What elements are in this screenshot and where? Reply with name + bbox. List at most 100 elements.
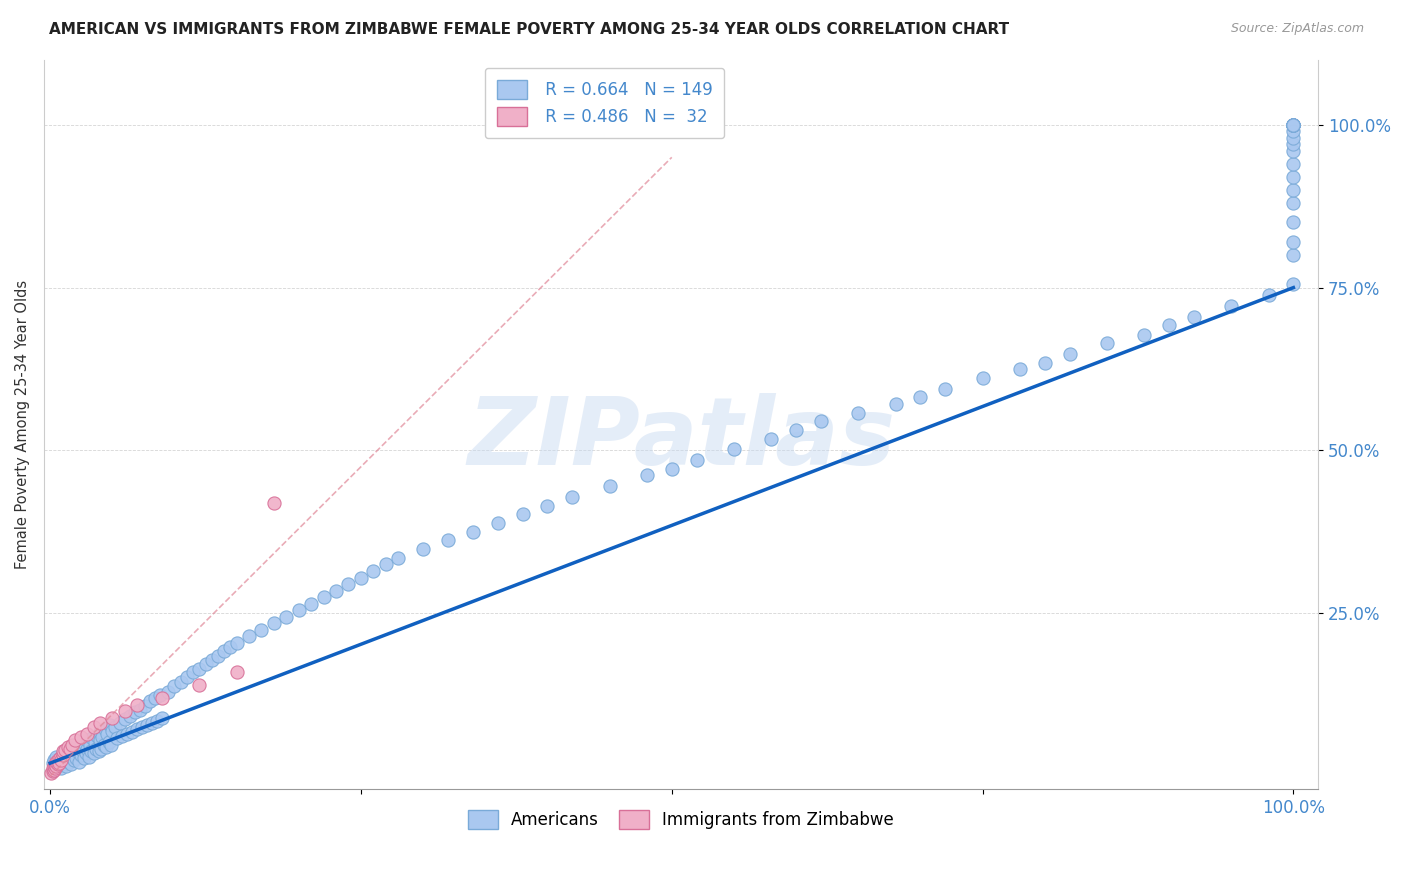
Legend: Americans, Immigrants from Zimbabwe: Americans, Immigrants from Zimbabwe bbox=[461, 803, 901, 836]
Point bbox=[127, 723, 149, 737]
Point bbox=[561, 491, 583, 505]
Point bbox=[1282, 130, 1305, 145]
Point bbox=[79, 738, 101, 752]
Point bbox=[42, 759, 65, 773]
Point bbox=[1282, 277, 1305, 292]
Point bbox=[1220, 299, 1243, 313]
Point bbox=[46, 759, 69, 773]
Point bbox=[148, 688, 170, 702]
Point bbox=[41, 764, 63, 778]
Point bbox=[1282, 118, 1305, 132]
Point bbox=[188, 662, 211, 676]
Point bbox=[599, 479, 621, 493]
Point bbox=[636, 468, 658, 483]
Point bbox=[62, 749, 84, 764]
Point bbox=[1282, 124, 1305, 138]
Point bbox=[93, 738, 115, 752]
Point bbox=[83, 720, 105, 734]
Point bbox=[723, 442, 745, 457]
Point bbox=[96, 727, 118, 741]
Point bbox=[121, 725, 143, 739]
Point bbox=[163, 679, 186, 693]
Point bbox=[63, 733, 86, 747]
Point bbox=[299, 597, 322, 611]
Point bbox=[134, 698, 156, 713]
Point bbox=[1282, 215, 1305, 229]
Point bbox=[89, 715, 111, 730]
Point bbox=[70, 748, 93, 763]
Point bbox=[387, 551, 409, 566]
Point bbox=[146, 714, 169, 728]
Point bbox=[934, 382, 956, 396]
Point bbox=[80, 744, 103, 758]
Point bbox=[90, 741, 112, 756]
Point bbox=[52, 753, 75, 767]
Point bbox=[1059, 347, 1081, 361]
Point bbox=[115, 727, 138, 741]
Point bbox=[49, 751, 72, 765]
Point bbox=[138, 694, 160, 708]
Point bbox=[101, 710, 124, 724]
Point bbox=[219, 640, 242, 655]
Point bbox=[60, 757, 83, 772]
Point bbox=[287, 603, 309, 617]
Point bbox=[97, 735, 120, 749]
Point bbox=[44, 757, 66, 772]
Point bbox=[127, 698, 149, 712]
Point bbox=[100, 738, 122, 752]
Point bbox=[62, 738, 84, 752]
Point bbox=[105, 731, 128, 746]
Y-axis label: Female Poverty Among 25-34 Year Olds: Female Poverty Among 25-34 Year Olds bbox=[15, 280, 30, 569]
Point bbox=[66, 744, 89, 758]
Point bbox=[1095, 336, 1118, 351]
Point bbox=[1033, 355, 1056, 369]
Point bbox=[83, 735, 105, 749]
Point bbox=[1282, 118, 1305, 132]
Point bbox=[84, 741, 107, 756]
Point bbox=[118, 709, 141, 723]
Point bbox=[41, 761, 63, 775]
Point bbox=[157, 684, 180, 698]
Point bbox=[972, 370, 994, 384]
Point bbox=[51, 747, 73, 761]
Point bbox=[114, 704, 136, 718]
Point bbox=[212, 644, 235, 658]
Point bbox=[486, 516, 509, 531]
Point bbox=[72, 743, 94, 757]
Point bbox=[1282, 169, 1305, 184]
Point bbox=[350, 570, 373, 584]
Point bbox=[70, 730, 93, 744]
Point bbox=[169, 674, 191, 689]
Point bbox=[67, 755, 90, 769]
Point bbox=[884, 396, 907, 410]
Point bbox=[785, 423, 807, 437]
Point bbox=[53, 743, 76, 757]
Point bbox=[51, 753, 73, 767]
Point bbox=[55, 759, 77, 773]
Point bbox=[207, 648, 229, 663]
Point bbox=[65, 751, 87, 765]
Point bbox=[51, 748, 73, 763]
Point bbox=[41, 766, 63, 780]
Text: ZIPatlas: ZIPatlas bbox=[467, 393, 896, 485]
Point bbox=[136, 718, 159, 732]
Point bbox=[51, 744, 73, 758]
Point bbox=[44, 757, 66, 772]
Point bbox=[810, 414, 832, 428]
Point bbox=[437, 533, 460, 548]
Point bbox=[56, 739, 79, 754]
Point bbox=[87, 744, 110, 758]
Point bbox=[276, 609, 298, 624]
Point bbox=[45, 755, 67, 769]
Point bbox=[83, 747, 105, 761]
Point bbox=[73, 737, 96, 751]
Point bbox=[114, 712, 136, 726]
Point bbox=[1133, 327, 1156, 342]
Point bbox=[46, 757, 69, 772]
Point bbox=[225, 635, 247, 649]
Point bbox=[1282, 137, 1305, 152]
Point bbox=[1257, 288, 1279, 302]
Point bbox=[131, 720, 153, 734]
Point bbox=[1282, 157, 1305, 171]
Point bbox=[1282, 118, 1305, 132]
